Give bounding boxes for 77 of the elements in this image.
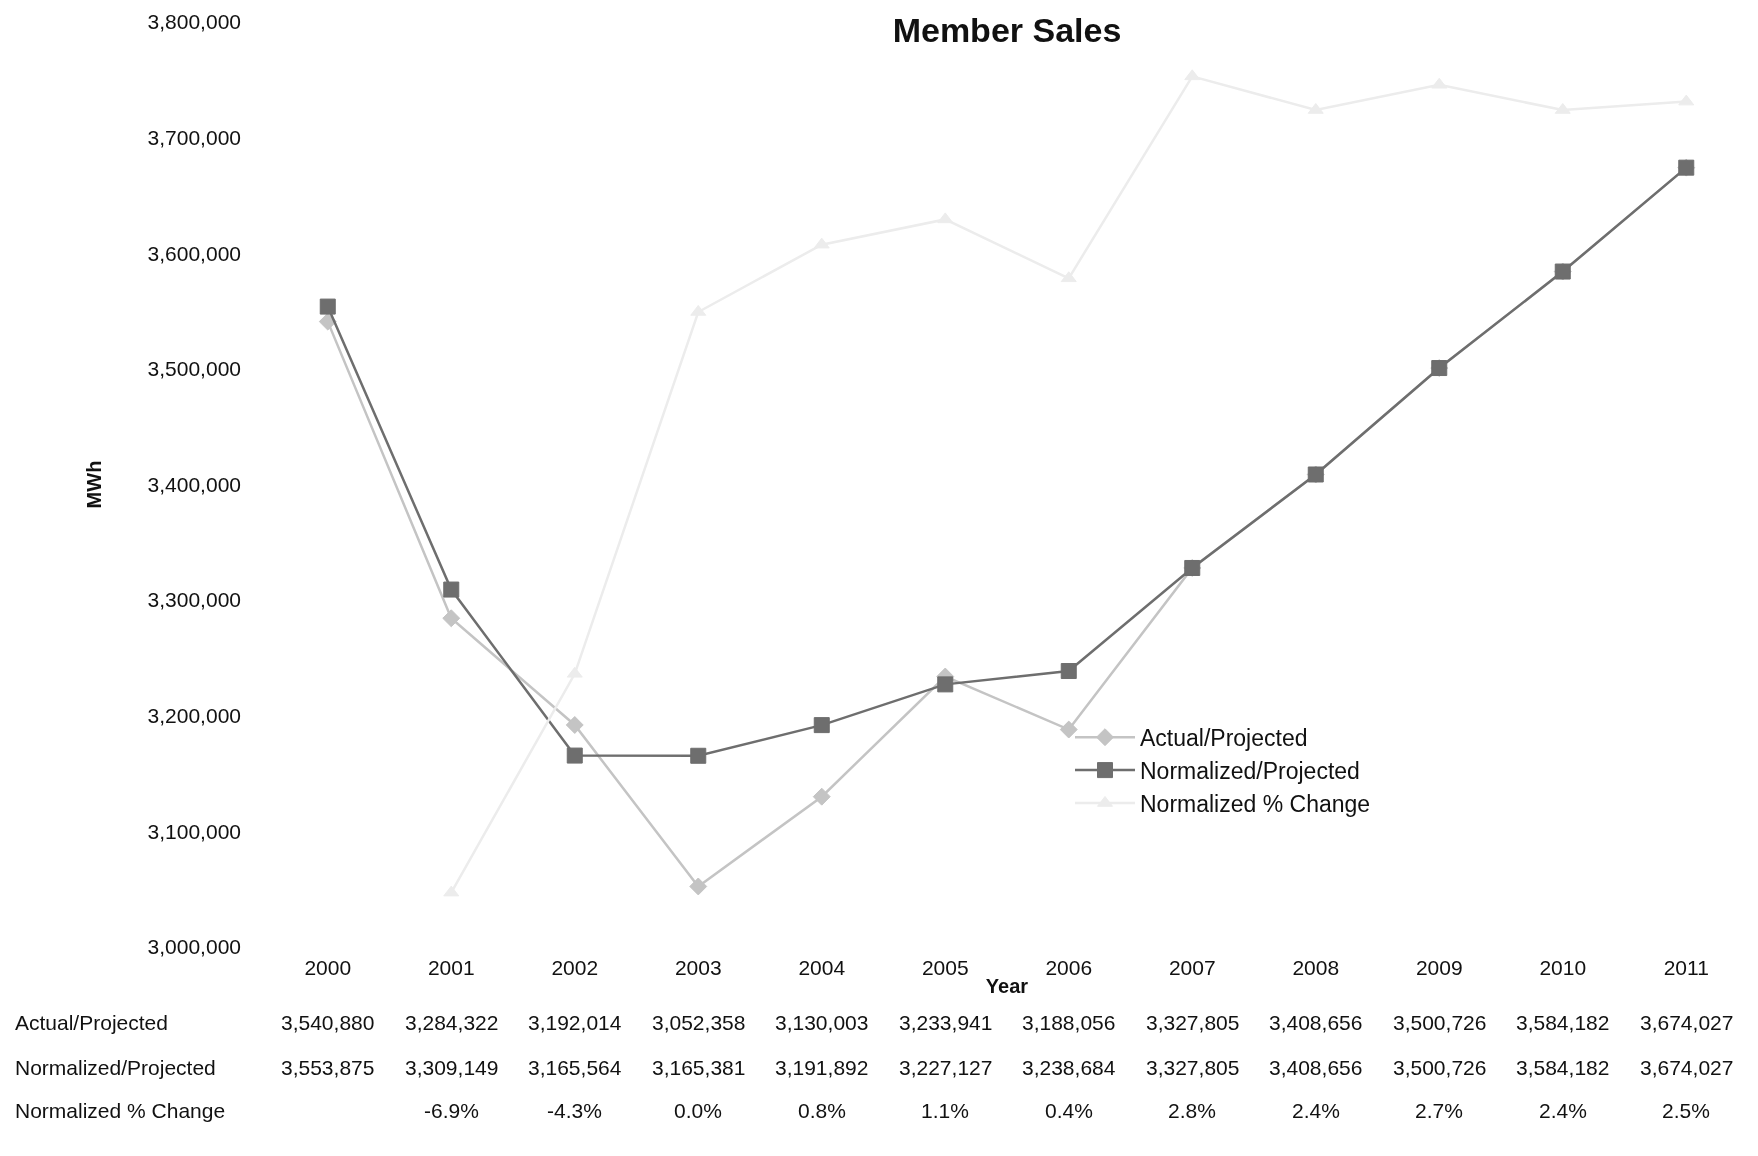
x-tick-label: 2005 [921, 956, 969, 979]
data-label: 3,408,656 [1269, 1056, 1363, 1079]
data-label: 3,408,656 [1269, 1011, 1363, 1034]
x-tick-label: 2006 [1045, 956, 1093, 979]
data-label: 2.5% [1662, 1099, 1710, 1122]
x-tick-label: 2004 [798, 956, 846, 979]
data-label: 3,309,149 [405, 1056, 499, 1079]
x-tick-label: 2009 [1415, 956, 1463, 979]
data-label: 3,192,014 [528, 1011, 622, 1034]
x-tick-label: 2007 [1168, 956, 1216, 979]
y-axis-title: MWh [83, 460, 106, 509]
y-tick-label: 3,800,000 [147, 10, 241, 34]
data-label: 0.0% [674, 1099, 722, 1122]
data-label: -4.3% [547, 1099, 602, 1122]
data-label: 3,052,358 [652, 1011, 746, 1034]
text: Normalized/Projected [15, 1056, 216, 1079]
point [565, 716, 584, 734]
data-label: 3,540,880 [281, 1011, 375, 1034]
y-tick-label: 3,700,000 [147, 125, 241, 149]
legend-label: Actual/Projected [1140, 725, 1308, 752]
x-tick-label: 2003 [674, 956, 722, 979]
data-label: 3,500,726 [1393, 1056, 1487, 1079]
point [443, 581, 460, 598]
data-label: 3,188,056 [1022, 1011, 1116, 1034]
point [689, 877, 708, 896]
data-label: 0.4% [1045, 1099, 1093, 1122]
point [690, 747, 707, 764]
x-tick-label: 2011 [1663, 956, 1709, 979]
x-tick-label: 2010 [1539, 956, 1587, 979]
data-label: 3,165,381 [652, 1056, 746, 1079]
data-label: 3,584,182 [1516, 1011, 1610, 1034]
y-tick-label: 3,100,000 [147, 819, 241, 843]
data-label: 3,500,726 [1393, 1011, 1487, 1034]
x-tick-label: 2002 [551, 956, 599, 979]
data-label: 1.1% [921, 1099, 969, 1122]
data-label: 3,227,127 [899, 1056, 993, 1079]
data-label: 3,584,182 [1516, 1056, 1610, 1079]
y-tick-label: 3,300,000 [147, 588, 241, 612]
data-label: 3,238,684 [1022, 1056, 1116, 1079]
data-label: 3,130,003 [775, 1011, 869, 1034]
y-tick-label: 3,600,000 [147, 241, 241, 265]
data-label: 3,327,805 [1146, 1011, 1240, 1034]
x-tick-label: 2000 [304, 956, 352, 979]
data-label: 3,553,875 [281, 1056, 375, 1079]
point [937, 676, 954, 693]
data-label: 2.4% [1539, 1099, 1587, 1122]
data-label: 3,165,564 [528, 1056, 622, 1079]
x-tick-label: 2008 [1292, 956, 1340, 979]
y-tick-label: 3,400,000 [147, 472, 241, 496]
y-tick-label: 3,000,000 [147, 935, 241, 959]
data-label: 2.4% [1292, 1099, 1340, 1122]
point [1060, 663, 1077, 680]
x-axis-title: Year [985, 974, 1029, 997]
legend-label: Normalized % Change [1140, 790, 1371, 817]
data-label: 3,327,805 [1146, 1056, 1240, 1079]
point [566, 747, 583, 764]
data-label: 0.8% [798, 1099, 846, 1122]
data-label: 2.7% [1415, 1099, 1463, 1122]
y-tick-label: 3,500,000 [147, 357, 241, 381]
point [813, 717, 830, 734]
point [1059, 720, 1078, 739]
data-label: -6.9% [424, 1099, 479, 1122]
data-label: 3,674,027 [1640, 1056, 1734, 1079]
data-label: 3,191,892 [775, 1056, 869, 1079]
legend-label: Normalized/Projected [1140, 758, 1360, 785]
point [319, 298, 336, 315]
point [812, 787, 831, 806]
data-label: 3,233,941 [899, 1011, 993, 1034]
y-tick-label: 3,200,000 [147, 704, 241, 728]
text: Normalized % Change [15, 1099, 226, 1122]
data-label: 3,674,027 [1640, 1011, 1734, 1034]
point [442, 609, 461, 628]
x-tick-label: 2001 [427, 956, 475, 979]
data-label: 2.8% [1168, 1099, 1216, 1122]
text: Actual/Projected [15, 1011, 168, 1034]
data-label: 3,284,322 [405, 1011, 499, 1034]
chart-title: Member Sales [892, 10, 1122, 49]
